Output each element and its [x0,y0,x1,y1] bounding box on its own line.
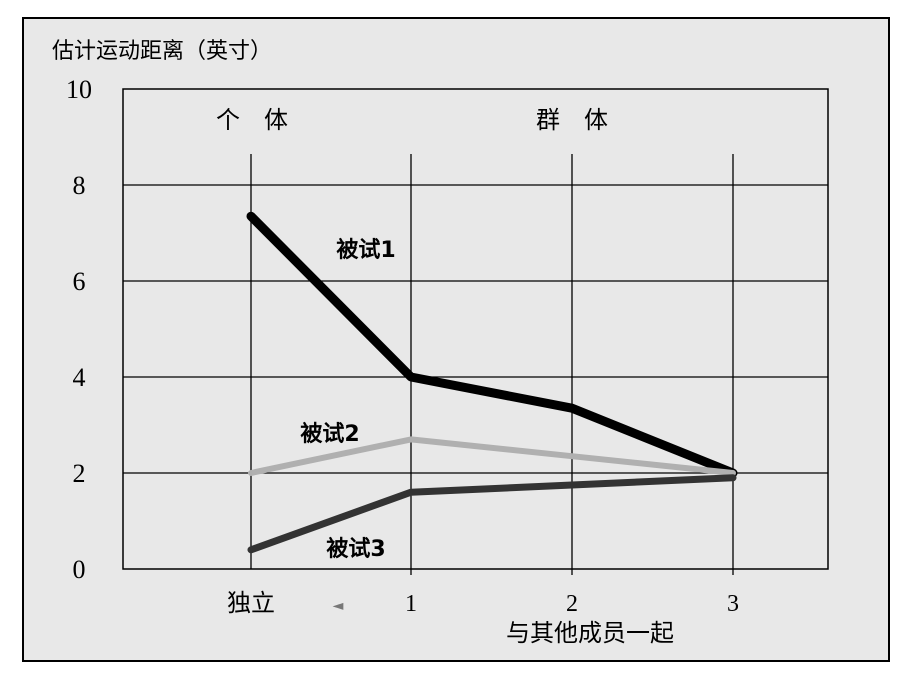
series-label: 被试1 [336,238,395,263]
chart-frame [22,17,890,662]
series-label: 被试2 [300,422,359,447]
y-axis-title: 估计运动距离（英寸） [52,38,272,63]
x-tick-label: 2 [566,591,578,617]
grid-lines [123,154,828,575]
series-line [248,436,736,476]
y-tick-label: 8 [73,171,86,200]
series-labels: 被试1 被试2 被试3 [300,238,395,562]
series-line [246,211,738,478]
header-group: 群 体 [536,107,608,134]
series-line [247,474,737,554]
series-label: 被试3 [326,537,385,562]
y-tick-label: 4 [73,363,86,392]
arrow-left-icon: ◄ [333,598,344,614]
y-tick-label: 0 [73,555,86,584]
series-lines [246,211,738,554]
header-individual: 个 体 [216,107,288,134]
y-tick-label: 6 [73,267,86,296]
plot-area [122,88,829,570]
x-tick-label: 3 [727,591,739,617]
x-axis-title: 与其他成员一起 [506,620,674,647]
x-tick-labels: 独立 1 2 3 [227,590,739,617]
y-tick-label: 2 [73,459,86,488]
y-tick-labels: 0 2 4 6 8 10 [66,75,92,584]
x-tick-label: 独立 [227,590,275,617]
x-tick-label: 1 [405,591,417,617]
y-tick-label: 10 [66,75,92,104]
